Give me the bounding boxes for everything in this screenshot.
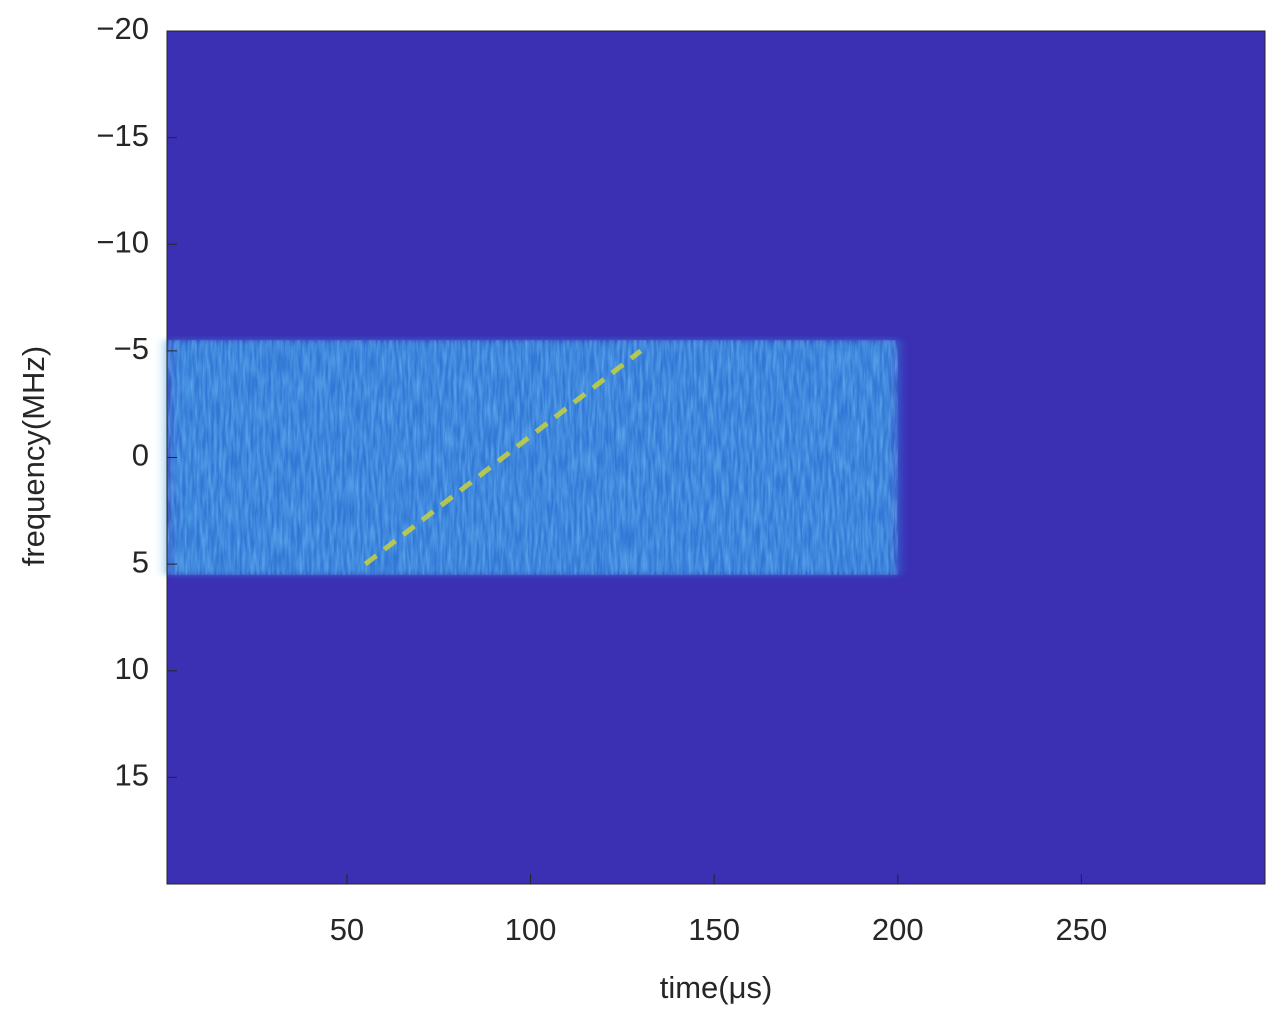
y-tick-label: −5: [114, 331, 149, 366]
y-tick-label: −15: [96, 118, 149, 153]
y-tick-label: −10: [96, 224, 149, 259]
signal-texture: [167, 340, 898, 575]
x-tick-label: 100: [505, 912, 557, 947]
x-tick-label: 200: [872, 912, 924, 947]
x-tick-label: 150: [688, 912, 740, 947]
x-tick-label: 250: [1056, 912, 1108, 947]
y-tick-label: 10: [115, 651, 149, 686]
y-axis-label: frequency(MHz): [16, 346, 51, 567]
chirp-line: [363, 348, 643, 567]
y-tick-label: −20: [96, 11, 149, 46]
x-tick-label: 50: [330, 912, 364, 947]
x-axis-label: time(μs): [660, 970, 773, 1005]
y-tick-label: 0: [132, 438, 149, 473]
plot-area: [166, 30, 1266, 885]
y-tick-label: 5: [132, 544, 149, 579]
y-tick-label: 15: [115, 758, 149, 793]
